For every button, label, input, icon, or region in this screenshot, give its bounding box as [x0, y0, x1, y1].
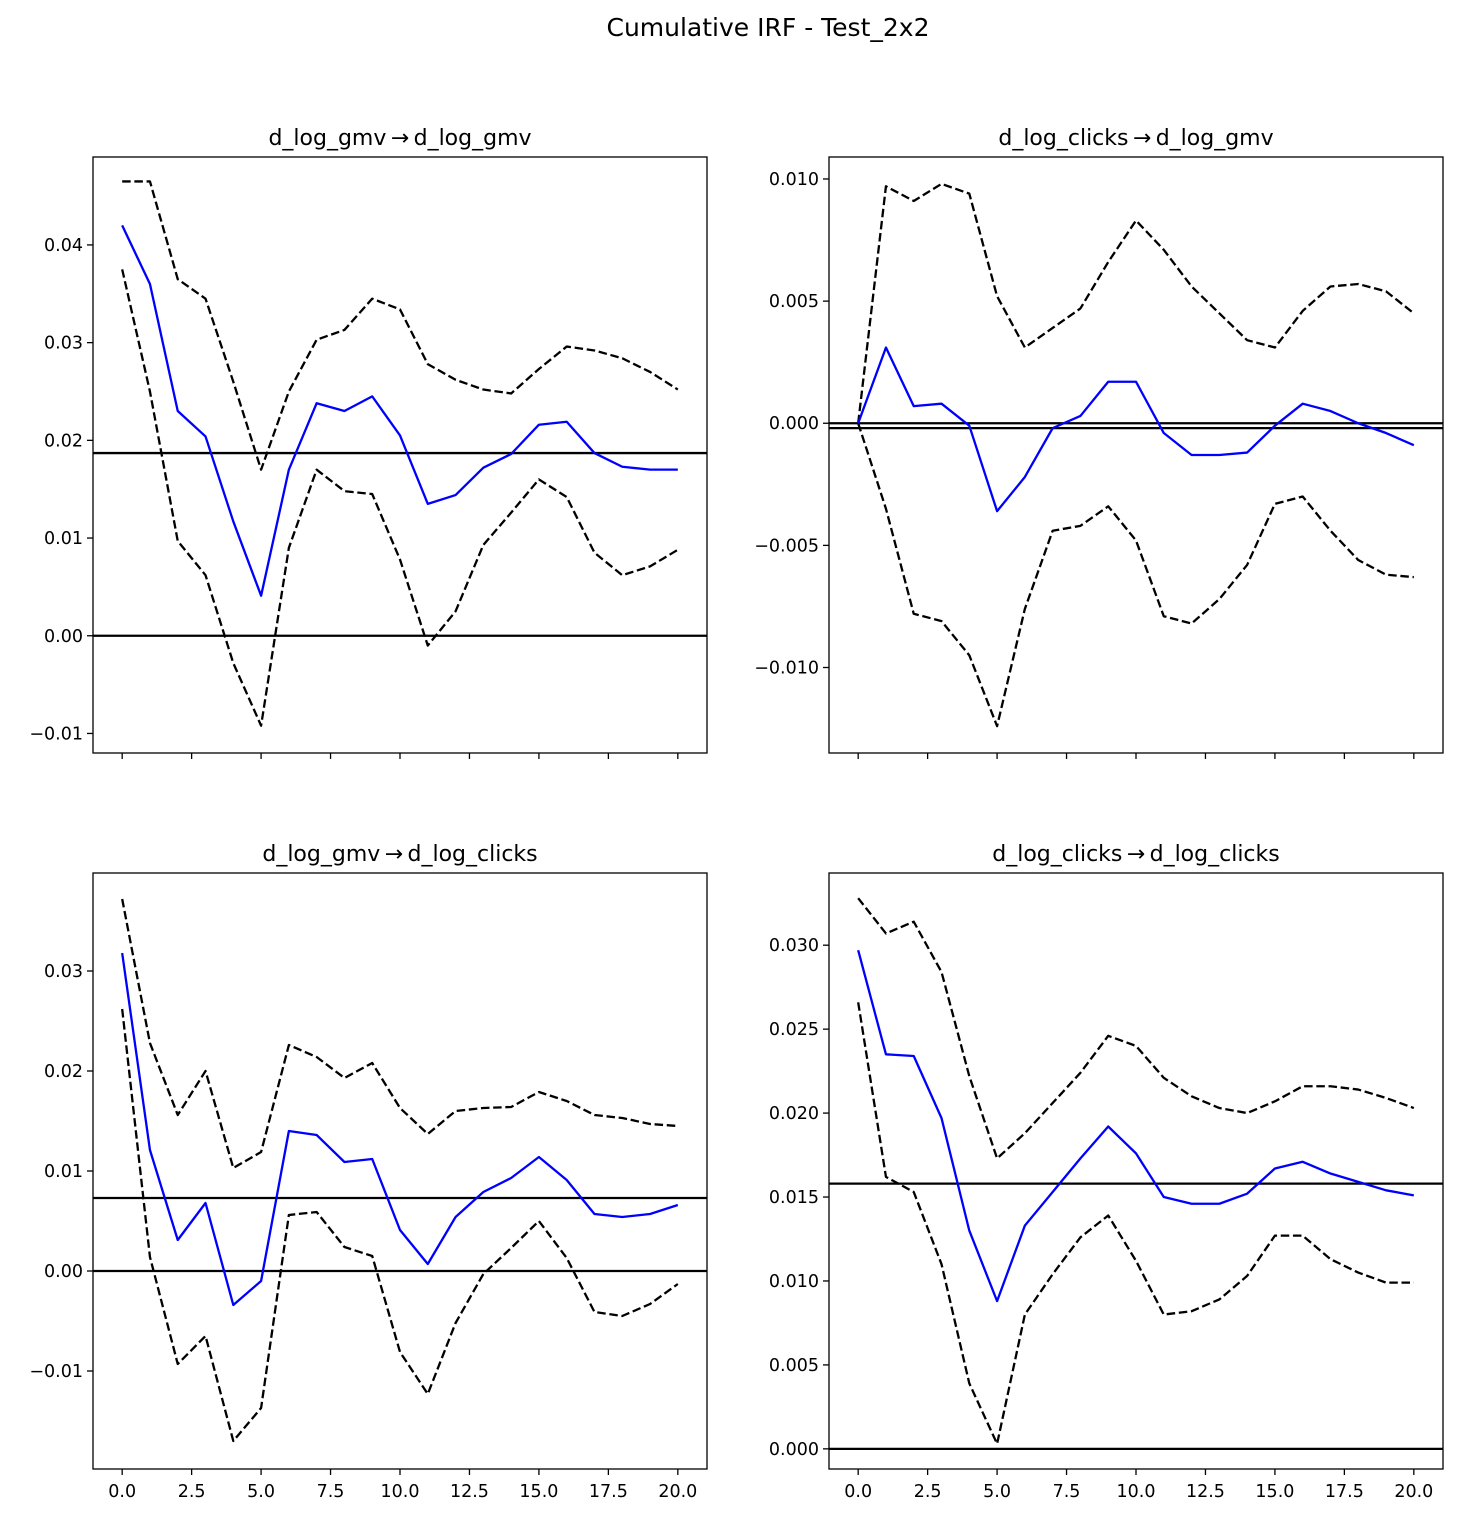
y-tick-label: −0.010: [754, 659, 819, 679]
y-tick-label: 0.00: [44, 627, 83, 647]
y-tick-label: 0.030: [769, 936, 819, 956]
x-tick-label: 15.0: [1255, 1482, 1294, 1502]
irf-line: [121, 952, 679, 1307]
y-tick-label: 0.005: [769, 292, 819, 312]
lower-band-line: [121, 1008, 679, 1443]
y-tick-label: 0.02: [44, 1062, 83, 1082]
y-tick-label: 0.03: [44, 962, 83, 982]
y-tick-label: 0.04: [44, 236, 83, 256]
plot-area: [829, 897, 1443, 1451]
x-tick-label: 2.5: [914, 1482, 942, 1502]
x-tick-label: 5.0: [983, 1482, 1011, 1502]
x-tick-label: 20.0: [658, 1482, 697, 1502]
y-tick-label: 0.025: [769, 1020, 819, 1040]
y-tick-label: 0.03: [44, 334, 83, 354]
x-tick-label: 5.0: [247, 1482, 275, 1502]
y-tick-label: −0.01: [29, 1362, 83, 1382]
upper-band-line: [857, 182, 1415, 424]
y-tick-label: 0.00: [44, 1262, 83, 1282]
axes-frame: [92, 872, 708, 1470]
y-tick-label: −0.01: [29, 724, 83, 744]
y-tick-label: 0.01: [44, 1162, 83, 1182]
lower-band-line: [121, 269, 679, 727]
axes-frame: [828, 872, 1444, 1470]
irf-line: [857, 346, 1415, 513]
y-tick-label: 0.010: [769, 1272, 819, 1292]
figure-title: Cumulative IRF - Test_2x2: [606, 13, 929, 42]
y-tick-label: 0.020: [769, 1104, 819, 1124]
x-tick-label: 12.5: [450, 1482, 489, 1502]
plot-area: [93, 180, 707, 727]
subplot-4: d_log_clicks → d_log_clicks 0.000 0.005 0.0…: [769, 842, 1444, 1502]
subplot-title: d_log_clicks → d_log_clicks: [992, 842, 1279, 867]
x-tick-label: 0.0: [108, 1482, 136, 1502]
subplot-title: d_log_gmv → d_log_gmv: [268, 126, 531, 151]
plot-area: [93, 898, 707, 1443]
x-tick-label: 7.5: [1053, 1482, 1081, 1502]
y-tick-label: 0.000: [769, 1440, 819, 1460]
y-tick-label: 0.015: [769, 1188, 819, 1208]
x-tick-label: 2.5: [178, 1482, 206, 1502]
subplot-grid: d_log_gmv → d_log_gmv−0.010.000.010.020.…: [29, 126, 1444, 1502]
x-tick-label: 17.5: [589, 1482, 628, 1502]
axes-frame: [92, 156, 708, 754]
subplot-1: d_log_gmv → d_log_gmv −0.01 0.00 0.01 0.02 0.…: [29, 126, 708, 759]
x-tick-label: 20.0: [1394, 1482, 1433, 1502]
y-tick-label: 0.000: [769, 414, 819, 434]
subplot-title: d_log_gmv → d_log_clicks: [262, 842, 537, 867]
upper-band-line: [857, 897, 1415, 1160]
axes-frame: [828, 156, 1444, 754]
irf-line: [121, 224, 678, 597]
subplot-title: d_log_clicks → d_log_gmv: [998, 126, 1273, 151]
x-tick-label: 7.5: [317, 1482, 345, 1502]
x-tick-label: 15.0: [519, 1482, 558, 1502]
x-tick-label: 0.0: [844, 1482, 872, 1502]
y-tick-label: 0.005: [769, 1356, 819, 1376]
upper-band-line: [121, 898, 678, 1170]
y-tick-label: 0.01: [44, 529, 83, 549]
y-tick-label: −0.005: [754, 536, 819, 556]
subplot-3: d_log_gmv → d_log_clicks−0.010.000.010.0…: [29, 842, 708, 1502]
y-tick-label: 0.010: [769, 170, 819, 190]
x-tick-label: 12.5: [1186, 1482, 1225, 1502]
y-tick-label: 0.02: [44, 431, 83, 451]
x-tick-label: 10.0: [381, 1482, 420, 1502]
irf-line: [857, 949, 1415, 1303]
upper-band-line: [122, 180, 679, 471]
subplot-2: d_log_clicks → d_log_gmv −0.010 −0.005 0.00…: [754, 126, 1444, 759]
x-tick-label: 10.0: [1117, 1482, 1156, 1502]
plot-area: [829, 182, 1443, 728]
x-tick-label: 17.5: [1325, 1482, 1364, 1502]
